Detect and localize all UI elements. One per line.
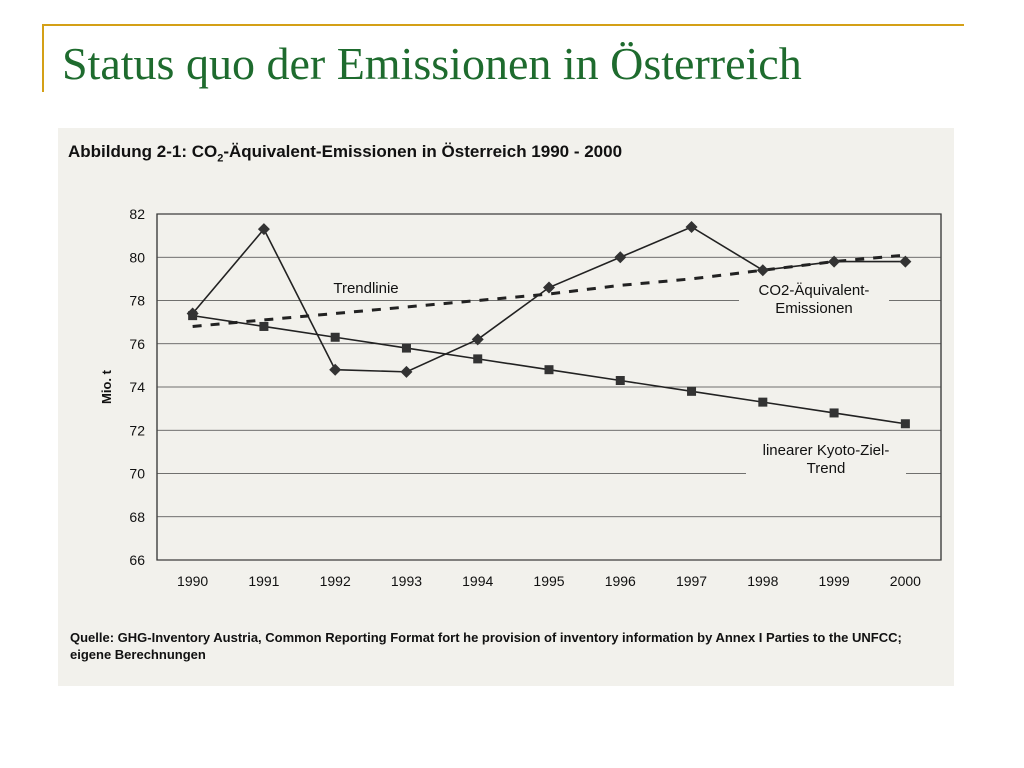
label-kyoto-ziel-trend: linearer Kyoto-Ziel- — [763, 442, 890, 459]
label-trendlinie-box — [324, 278, 408, 300]
x-tick-label: 1992 — [320, 573, 351, 589]
slide-title: Status quo der Emissionen in Österreich — [62, 38, 802, 89]
figure-source: Quelle: GHG-Inventory Austria, Common Re… — [70, 630, 902, 662]
co2-point — [186, 307, 199, 320]
co2-point — [685, 220, 698, 233]
x-tick-label: 2000 — [890, 573, 921, 589]
co2-point — [543, 281, 555, 294]
x-tick-label: 1999 — [819, 573, 850, 589]
y-tick-label: 68 — [129, 509, 145, 525]
kyoto-point — [544, 365, 554, 375]
y-axis-label: Mio. t — [99, 369, 114, 404]
x-tick-label: 1995 — [533, 573, 564, 589]
kyoto-point — [900, 419, 910, 429]
y-tick-label: 76 — [129, 336, 145, 352]
kyoto-point — [401, 343, 411, 353]
co2-point — [899, 255, 912, 268]
co2-point — [828, 255, 841, 268]
co2-point — [756, 264, 769, 277]
title-accent-vertical — [42, 26, 44, 92]
figure-title: Abbildung 2-1: CO2-Äquivalent-Emissionen… — [68, 142, 622, 164]
label-kyoto-ziel-trend: Trend — [807, 460, 846, 477]
line-chart: 66 68 70 72 74 76 78 80 82 1990 1991 1992 1993 1994 19… — [99, 206, 942, 589]
label-co2-emissionen: CO2-Äquivalent- — [759, 282, 870, 299]
label-co2-emissionen: Emissionen — [775, 300, 853, 317]
x-tick-label: 1990 — [177, 573, 208, 589]
x-tick-label: 1998 — [747, 573, 778, 589]
y-tick-label: 82 — [129, 206, 145, 222]
co2-point — [471, 333, 484, 346]
figure-title-prefix: Abbildung 2-1: CO — [68, 142, 218, 161]
x-tick-label: 1991 — [248, 573, 279, 589]
y-tick-label: 66 — [129, 552, 145, 568]
label-kyoto-ziel-trend-box — [746, 440, 906, 480]
kyoto-point — [259, 321, 269, 331]
figure-title-subscript: 2 — [217, 152, 224, 165]
co2-point — [329, 363, 342, 376]
co2-point — [614, 251, 627, 264]
kyoto-point — [829, 408, 839, 418]
y-tick-label: 78 — [129, 293, 145, 309]
label-co2-emissionen-box — [739, 280, 889, 320]
x-tick-label: 1997 — [676, 573, 707, 589]
kyoto-point — [330, 332, 340, 342]
x-tick-label: 1996 — [605, 573, 636, 589]
title-accent-horizontal — [42, 24, 964, 26]
kyoto-point — [615, 376, 625, 386]
figure-title-suffix: -Äquivalent-Emissionen in Österreich 199… — [223, 142, 623, 161]
y-tick-label: 72 — [129, 422, 145, 438]
y-tick-label: 74 — [129, 379, 145, 395]
co2-point — [257, 223, 270, 236]
label-trendlinie: Trendlinie — [333, 280, 398, 297]
kyoto-point — [473, 354, 483, 364]
co2-point — [400, 365, 413, 378]
scanned-figure: Abbildung 2-1: CO2-Äquivalent-Emissionen… — [58, 128, 954, 686]
y-tick-label: 80 — [129, 249, 145, 265]
kyoto-point — [758, 397, 768, 407]
x-tick-label: 1994 — [462, 573, 493, 589]
x-tick-label: 1993 — [391, 573, 422, 589]
y-tick-label: 70 — [129, 466, 145, 482]
kyoto-point — [687, 386, 697, 396]
